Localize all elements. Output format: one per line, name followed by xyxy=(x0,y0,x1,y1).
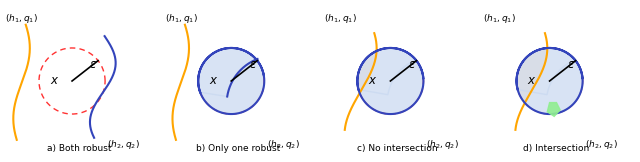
Text: $(h_1, q_1)$: $(h_1, q_1)$ xyxy=(483,12,516,25)
Text: $x$: $x$ xyxy=(50,74,59,87)
Text: $(h_1, q_1)$: $(h_1, q_1)$ xyxy=(164,12,198,25)
Text: a) Both robust: a) Both robust xyxy=(47,144,111,153)
Text: $\epsilon$: $\epsilon$ xyxy=(408,58,416,71)
Text: $\epsilon$: $\epsilon$ xyxy=(567,58,575,71)
Polygon shape xyxy=(516,48,547,103)
Text: c) No intersection: c) No intersection xyxy=(357,144,438,153)
Text: $\epsilon$: $\epsilon$ xyxy=(90,58,97,71)
Polygon shape xyxy=(198,48,264,114)
Text: $(h_2, q_2)$: $(h_2, q_2)$ xyxy=(585,138,618,151)
Polygon shape xyxy=(357,51,376,93)
Text: b) Only one robust: b) Only one robust xyxy=(196,144,280,153)
Text: $\epsilon$: $\epsilon$ xyxy=(249,58,257,71)
Text: $(h_2, q_2)$: $(h_2, q_2)$ xyxy=(108,138,140,151)
Text: d) Intersection: d) Intersection xyxy=(524,144,589,153)
Polygon shape xyxy=(516,48,582,114)
Text: $(h_2, q_2)$: $(h_2, q_2)$ xyxy=(426,138,458,151)
Text: $x$: $x$ xyxy=(368,74,378,87)
Text: $(h_1, q_1)$: $(h_1, q_1)$ xyxy=(6,12,38,25)
Text: $(h_2, q_2)$: $(h_2, q_2)$ xyxy=(267,138,300,151)
Text: $(h_1, q_1)$: $(h_1, q_1)$ xyxy=(324,12,356,25)
Polygon shape xyxy=(547,103,560,116)
Polygon shape xyxy=(357,48,424,114)
Text: $x$: $x$ xyxy=(527,74,537,87)
Text: $x$: $x$ xyxy=(209,74,218,87)
